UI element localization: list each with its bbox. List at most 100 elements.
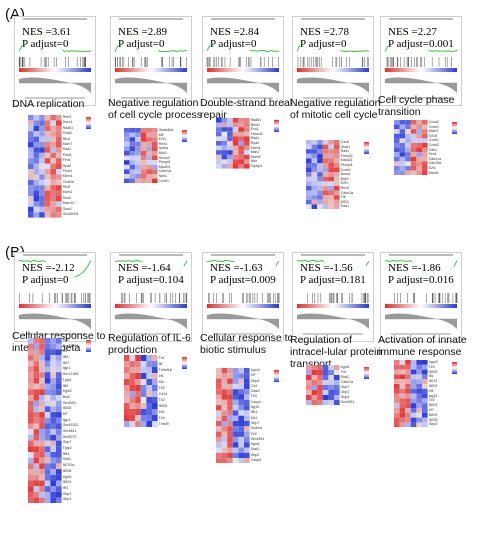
heatmap-cell bbox=[56, 372, 62, 378]
gene-label: Ifit2 bbox=[62, 383, 69, 388]
heatmap-cell bbox=[306, 167, 312, 173]
heatmap-cell bbox=[129, 421, 136, 427]
heatmap-cell bbox=[306, 390, 312, 395]
heatmap-cell bbox=[422, 133, 428, 139]
heatmap-cell bbox=[28, 452, 34, 458]
heatmap-cell bbox=[328, 176, 334, 182]
heatmap-cell bbox=[152, 169, 158, 174]
heatmap-cell bbox=[33, 383, 40, 390]
nes-padj-stats: NES =2.84 P adjust=0 bbox=[210, 26, 259, 50]
nes-value: NES =-1.64 bbox=[118, 262, 171, 274]
heatmap-cell bbox=[311, 380, 318, 385]
gene-label: Mx1 bbox=[250, 415, 258, 420]
heatmap-cell bbox=[56, 343, 62, 350]
heatmap-cell bbox=[410, 422, 417, 428]
heatmap-cell bbox=[124, 409, 130, 415]
gene-label: Gbp7 bbox=[62, 440, 72, 445]
gene-label: Irgb bbox=[62, 338, 69, 342]
heatmap-cell bbox=[152, 155, 158, 161]
heatmap-cell bbox=[334, 149, 340, 154]
heatmap-cell bbox=[129, 397, 136, 403]
heatmap-cell bbox=[56, 423, 62, 430]
heatmap-cell bbox=[33, 440, 40, 447]
heatmap-cell bbox=[39, 349, 45, 356]
gene-label: Mcm4 bbox=[250, 145, 261, 150]
heatmap-cell bbox=[39, 412, 45, 418]
heatmap-cell bbox=[129, 141, 136, 147]
a-heatmap-colorbar-2 bbox=[273, 120, 279, 132]
gene-label: Ccnb1 bbox=[428, 138, 439, 143]
heatmap-cell bbox=[422, 412, 428, 418]
gene-label: Tnf bbox=[340, 370, 346, 374]
heatmap-cell bbox=[410, 133, 417, 139]
plot-footer-line bbox=[121, 97, 181, 99]
heatmap-cell bbox=[232, 447, 239, 453]
gene-label: Bub1 bbox=[158, 150, 167, 155]
heatmap-cell bbox=[50, 349, 56, 356]
heatmap-cell bbox=[140, 164, 147, 170]
heatmap-cell bbox=[56, 486, 62, 492]
heatmap-cell bbox=[405, 412, 411, 418]
heatmap-cell bbox=[33, 174, 40, 180]
heatmap-cell bbox=[39, 377, 45, 384]
gene-label: E2f1 bbox=[428, 165, 436, 170]
gene-label: Nbn bbox=[250, 159, 258, 164]
heatmap-cell bbox=[322, 190, 329, 196]
gene-label: Gm5070 bbox=[62, 434, 77, 439]
heatmap-cell bbox=[405, 138, 411, 143]
heatmap-cell bbox=[399, 143, 406, 148]
gene-label: Irf7 bbox=[250, 373, 256, 378]
heatmap-cell bbox=[322, 181, 329, 186]
heatmap-cell bbox=[33, 389, 40, 395]
heatmap-cell bbox=[422, 417, 428, 423]
heatmap-cell bbox=[140, 174, 147, 179]
heatmap-cell bbox=[33, 469, 40, 475]
heatmap-cell bbox=[394, 403, 400, 408]
heatmap-cell bbox=[56, 212, 62, 218]
nes-value: NES =-2.12 bbox=[22, 262, 75, 274]
gene-label: Cdc25a bbox=[428, 161, 441, 166]
heatmap-cell bbox=[140, 132, 147, 138]
nes-padj-stats: NES =-2.12 P adjust=0 bbox=[22, 262, 75, 286]
heatmap-cell bbox=[33, 486, 40, 492]
heatmap-cell bbox=[124, 132, 130, 138]
heatmap-cell bbox=[399, 369, 406, 375]
heatmap-cell bbox=[140, 421, 147, 427]
heatmap-cell bbox=[227, 389, 233, 395]
heatmap-cell bbox=[135, 141, 141, 147]
gene-label: Mad2l1 bbox=[158, 164, 171, 169]
heatmap-cell bbox=[244, 368, 250, 374]
heatmap-cell bbox=[221, 389, 228, 395]
heatmap-cell bbox=[28, 423, 34, 430]
heatmap-cell bbox=[44, 452, 51, 458]
heatmap-cell bbox=[317, 167, 323, 173]
nes-padj-stats: NES =-1.63 P adjust=0.009 bbox=[210, 262, 276, 286]
heatmap-cell bbox=[405, 170, 411, 176]
b-heatmap-3 bbox=[306, 365, 340, 410]
gene-label: Mcm8 bbox=[250, 154, 261, 159]
heatmap-cell bbox=[322, 176, 329, 182]
nes-value: NES =2.27 bbox=[388, 26, 437, 38]
heatmap-cell bbox=[124, 385, 130, 391]
heatmap-svg bbox=[306, 140, 340, 209]
heatmap-cell bbox=[216, 127, 222, 132]
heatmap-cell bbox=[227, 410, 233, 416]
heatmap-cell bbox=[28, 115, 34, 121]
heatmap-cell bbox=[56, 142, 62, 148]
heatmap-cell bbox=[399, 156, 406, 162]
heatmap-cell bbox=[238, 150, 244, 155]
gene-label: Mcm2 bbox=[62, 190, 73, 195]
heatmap-cell bbox=[146, 367, 152, 373]
heatmap-cell bbox=[334, 199, 340, 205]
heatmap-cell bbox=[39, 389, 45, 395]
heatmap-cell bbox=[244, 141, 250, 146]
heatmap-svg bbox=[306, 365, 340, 405]
heatmap-cell bbox=[39, 360, 45, 367]
heatmap-cell bbox=[28, 142, 34, 148]
heatmap-cell bbox=[334, 144, 340, 150]
heatmap-cell bbox=[39, 372, 45, 378]
heatmap-svg bbox=[394, 360, 428, 428]
heatmap-cell bbox=[227, 368, 233, 374]
plot-header-line bbox=[211, 18, 275, 20]
gene-label: Gas1 bbox=[340, 204, 350, 209]
